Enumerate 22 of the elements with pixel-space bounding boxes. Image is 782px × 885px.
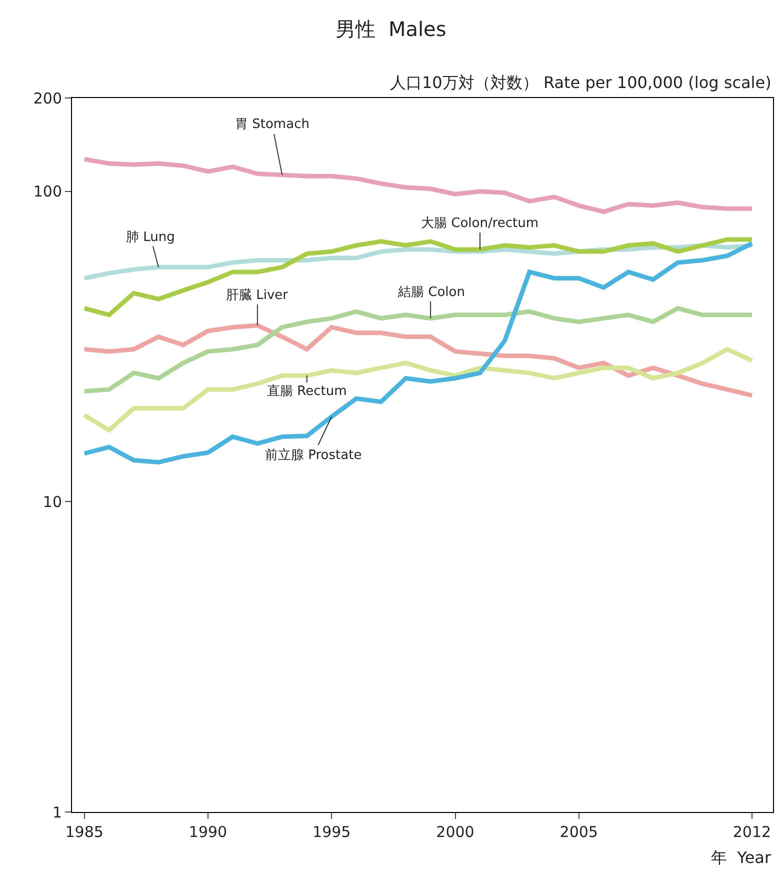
x-tick-label: 1985 [65,823,104,841]
series-label: 大腸 Colon/rectum [421,216,539,231]
y-tick-label: 200 [33,89,62,108]
x-tick-label: 1990 [188,823,228,841]
y-tick-label: 1 [52,803,62,822]
y-axis-title: 人口10万対（対数） Rate per 100,000 (log scale) [390,73,772,92]
x-tick-label: 2012 [732,823,772,841]
chart-title: 男性 Males [336,17,446,42]
x-tick-label: 1995 [312,823,351,841]
x-tick-label: 2005 [560,823,598,841]
line-series [82,346,754,432]
line-series [82,323,754,398]
y-tick-label: 10 [42,492,62,511]
series-label: 肝臓 Liver [226,288,289,303]
x-axis-title: 年 Year [711,848,772,867]
x-tick-label: 2000 [436,823,474,841]
series-label: 結腸 Colon [397,285,465,300]
series-label: 肺 Lung [126,230,175,245]
text: 胃 Stomach [235,117,310,132]
series-label: 前立腺 Prostate [265,447,362,463]
series-label: 直腸 Rectum [267,384,347,399]
y-tick-label: 100 [33,182,62,201]
